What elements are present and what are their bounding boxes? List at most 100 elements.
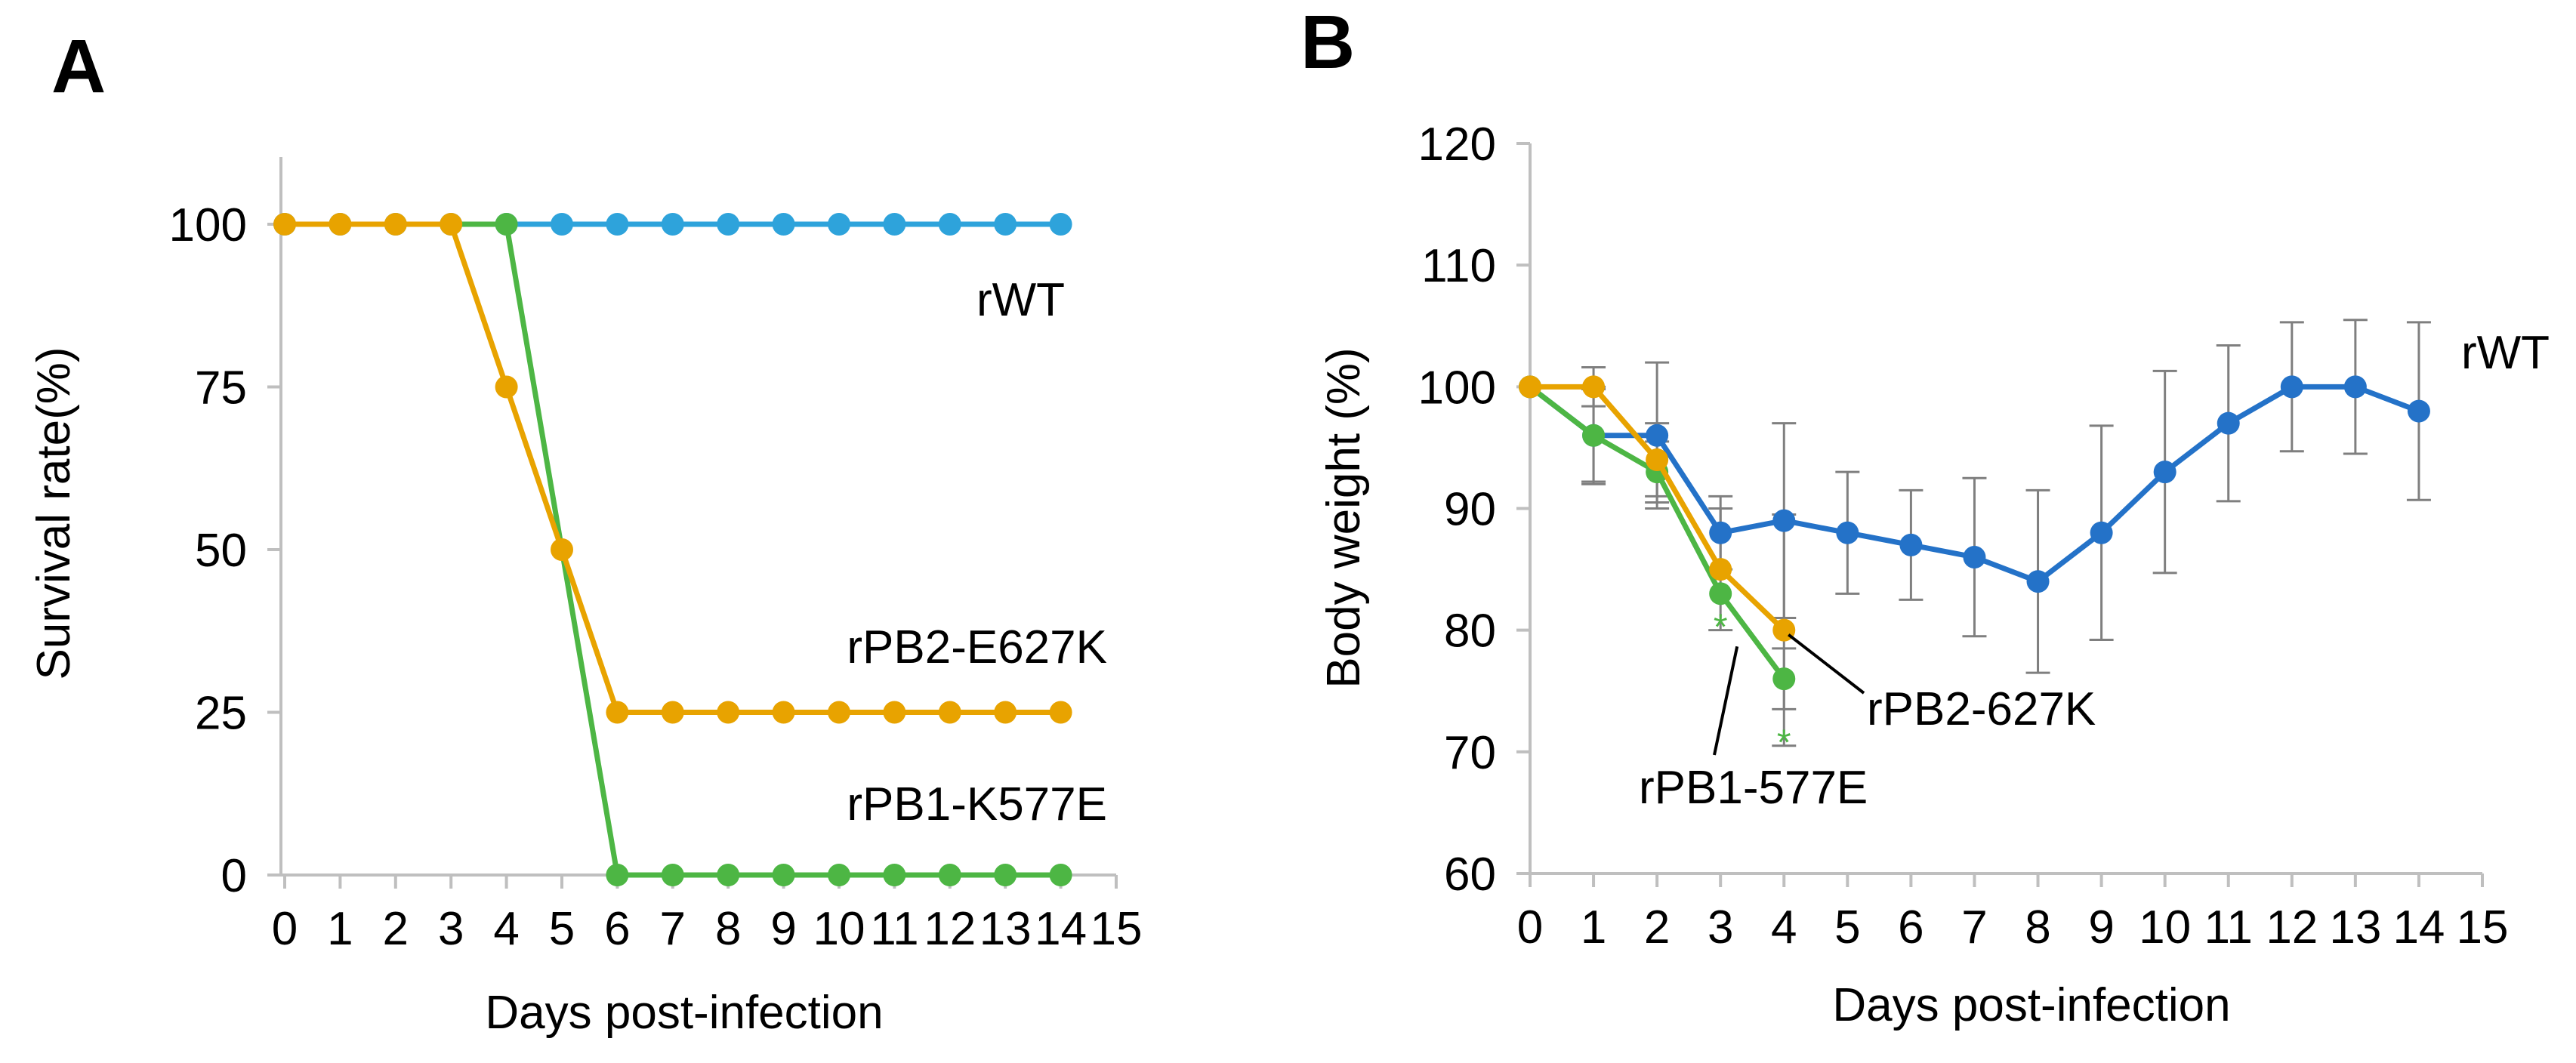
a-x-tick-label: 9 [770,903,796,955]
b-point-rwt [2280,375,2303,399]
a-point-rpb2-e627k [1049,701,1072,724]
a-point-rpb1-k577e [994,864,1017,886]
a-point-rpb2-e627k [717,701,740,724]
b-point-rwt [1836,521,1859,544]
b-point-rwt [2343,375,2367,399]
b-point-rwt [2217,411,2240,435]
a-point-rwt [994,213,1017,236]
b-point-rpb2-627k [1709,558,1732,581]
leader-line-rpb2-627k [1788,633,1865,695]
a-point-rpb2-e627k [384,213,407,236]
a-point-rpb1-k577e [938,864,961,886]
a-point-rpb2-e627k [495,375,518,399]
significance-asterisk: * [1777,723,1791,763]
b-x-tick-label: 13 [2329,901,2381,954]
a-point-rwt [938,213,961,236]
a-point-rpb2-e627k [551,538,573,561]
a-point-rpb1-k577e [772,864,795,886]
b-y-tick-label: 70 [1444,727,1496,779]
a-point-rpb2-e627k [828,701,850,724]
a-point-rpb2-e627k [772,701,795,724]
a-y-tick-label: 100 [169,199,247,251]
a-point-rpb2-e627k [938,701,961,724]
b-x-tick-label: 9 [2088,901,2114,954]
a-x-tick-label: 11 [870,903,918,955]
a-point-rwt [717,213,740,236]
b-x-tick-label: 7 [1961,901,1987,954]
a-point-rwt [772,213,795,236]
a-point-rwt [606,213,629,236]
b-point-rwt [2153,461,2176,484]
b-point-rwt [1772,509,1796,532]
b-y-tick-label: 110 [1421,240,1496,292]
b-point-rpb2-627k [1646,448,1669,472]
panel-a-xlabel: Days post-infection [485,987,883,1039]
a-point-rpb1-k577e [606,864,629,886]
b-x-tick-label: 0 [1517,901,1543,954]
b-x-tick-label: 15 [2457,901,2509,954]
a-point-rpb2-e627k [661,701,684,724]
a-x-tick-label: 10 [813,903,865,955]
a-y-tick-label: 75 [195,362,247,414]
a-series-line-rpb1-k577e [451,221,1061,878]
a-point-rwt [661,213,684,236]
a-point-rpb2-e627k [440,213,463,236]
a-x-tick-label: 1 [327,903,353,955]
a-x-tick-label: 7 [660,903,686,955]
a-x-tick-label: 4 [493,903,519,955]
panel-b-xlabel: Days post-infection [1832,979,2230,1031]
label-rpb2-e627k: rPB2-E627K [847,621,1107,673]
a-x-tick-label: 12 [924,903,976,955]
b-y-tick-label: 60 [1444,849,1496,901]
b-y-tick-label: 120 [1418,119,1496,171]
a-y-tick-label: 0 [221,850,247,902]
a-point-rpb1-k577e [495,213,518,236]
leader-line-rpb1-577e [1713,646,1739,756]
a-point-rpb2-e627k [883,701,906,724]
b-point-rpb2-627k [1582,375,1606,399]
a-point-rpb2-e627k [994,701,1017,724]
b-point-rwt [1899,533,1923,556]
a-point-rpb2-e627k [606,701,629,724]
b-y-tick-label: 100 [1418,362,1496,414]
b-x-tick-label: 10 [2139,901,2191,954]
significance-asterisk: * [1714,607,1728,647]
a-point-rpb1-k577e [661,864,684,886]
b-x-tick-label: 4 [1771,901,1797,954]
label-rwt-b: rWT [2461,327,2550,379]
a-x-tick-label: 15 [1091,903,1143,955]
a-y-tick-label: 50 [195,525,247,577]
a-point-rpb1-k577e [1049,864,1072,886]
b-point-rpb2-627k [1519,375,1541,399]
a-point-rpb1-k577e [828,864,850,886]
b-point-rwt [2026,570,2050,593]
b-x-tick-label: 3 [1708,901,1733,954]
b-x-tick-label: 6 [1898,901,1924,954]
b-x-tick-label: 14 [2392,901,2445,954]
a-point-rpb2-e627k [329,213,352,236]
b-point-rpb1-577e [1582,424,1606,447]
a-x-tick-label: 14 [1035,903,1087,955]
b-x-tick-label: 5 [1834,901,1860,954]
a-point-rwt [551,213,573,236]
panel-a-label: A [51,24,106,109]
a-x-tick-label: 2 [383,903,409,955]
b-x-tick-label: 2 [1644,901,1670,954]
b-y-tick-label: 80 [1444,605,1496,658]
a-point-rwt [828,213,850,236]
b-x-tick-label: 11 [2204,901,2253,954]
a-point-rwt [883,213,906,236]
label-rpb1-577e: rPB1-577E [1639,762,1868,814]
label-rwt-a: rWT [976,274,1065,326]
panel-a-ylabel: Survival rate(%) [28,347,80,680]
panel-b-label: B [1300,0,1355,85]
b-y-tick-label: 90 [1444,484,1496,536]
label-rpb1-k577e: rPB1-K577E [847,778,1107,830]
b-x-tick-label: 1 [1581,901,1606,954]
a-point-rwt [1049,213,1072,236]
a-x-tick-label: 3 [438,903,464,955]
a-x-tick-label: 13 [979,903,1032,955]
